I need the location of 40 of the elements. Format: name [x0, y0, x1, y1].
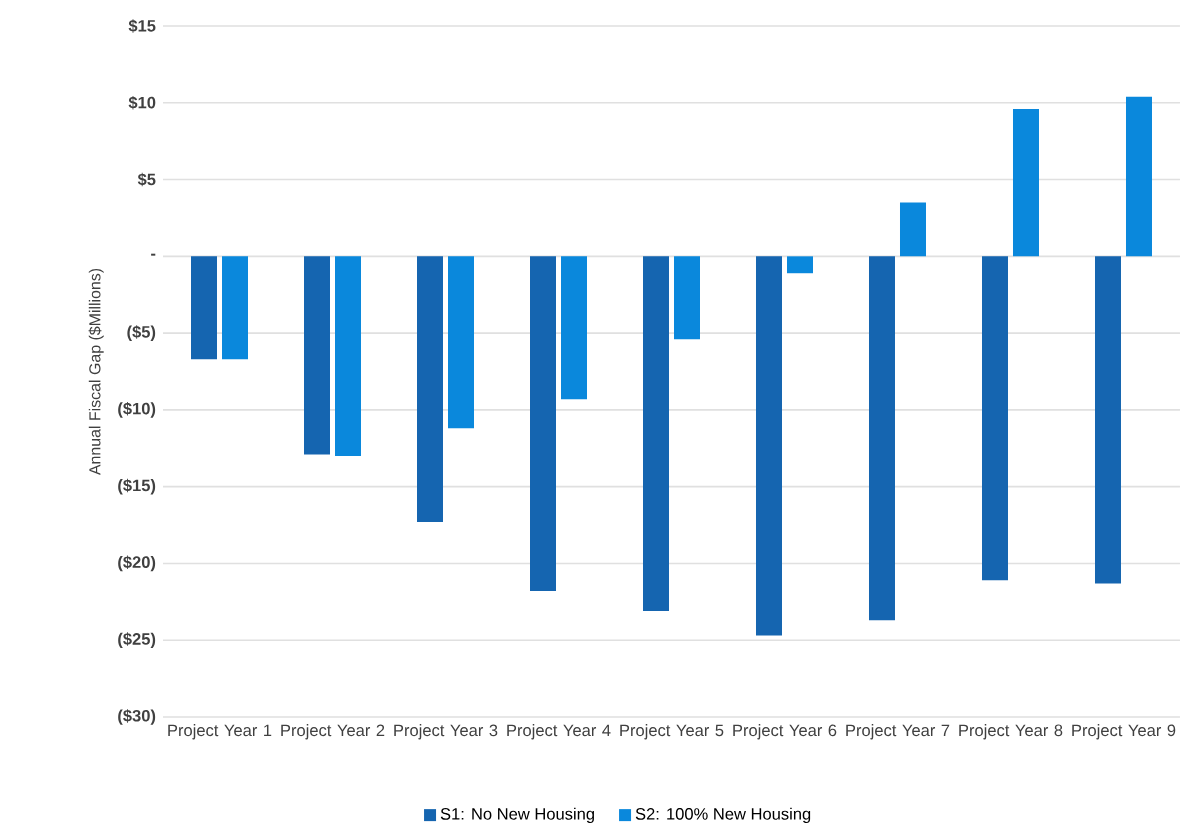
bar: [981, 256, 1008, 581]
bar: [304, 256, 330, 455]
x-tick-label: Project Year 3: [394, 724, 498, 740]
x-tick-label: Project Year 6: [733, 724, 837, 740]
y-tick-label: ($30): [118, 709, 156, 725]
y-tick-label: $5: [137, 172, 156, 187]
y-tick-label: ($10): [118, 402, 156, 418]
bar: [530, 256, 556, 592]
x-tick-label: Project Year 8: [959, 724, 1063, 740]
bar: [1125, 96, 1152, 257]
bar: [335, 256, 361, 456]
bar: [674, 256, 700, 340]
y-tick-label: ($25): [118, 632, 156, 649]
bar: [787, 256, 813, 274]
bar: [643, 256, 669, 612]
bar: [448, 256, 474, 429]
x-tick-label: Project Year 2: [281, 724, 385, 740]
y-tick-label: $10: [128, 96, 156, 110]
y-tick-label: ($20): [118, 555, 156, 572]
y-tick-label: $15: [128, 19, 156, 33]
y-tick-label: ($5): [127, 325, 156, 341]
bar: [222, 256, 248, 360]
bar: [899, 202, 926, 257]
bar: [561, 256, 587, 400]
bar: [868, 256, 895, 621]
bar: [755, 256, 782, 636]
x-tick-label: Project Year 5: [620, 724, 724, 740]
x-tick-label: Project Year 1: [168, 724, 272, 740]
bar: [191, 256, 217, 360]
y-tick-label: ($15): [118, 478, 156, 495]
y-axis-title: Annual Fiscal Gap ($Millions): [88, 268, 104, 476]
legend-label: S1: No New Housing: [440, 807, 594, 824]
x-tick-label: Project Year 4: [507, 724, 611, 740]
y-tick-label: -: [151, 253, 156, 256]
bar: [1012, 108, 1039, 257]
bar: [1094, 256, 1121, 584]
x-tick-label: Project Year 9: [1072, 724, 1176, 740]
bar: [417, 256, 443, 522]
x-tick-label: Project Year 7: [846, 724, 950, 740]
legend-label: S2: 100% New Housing: [635, 807, 811, 824]
